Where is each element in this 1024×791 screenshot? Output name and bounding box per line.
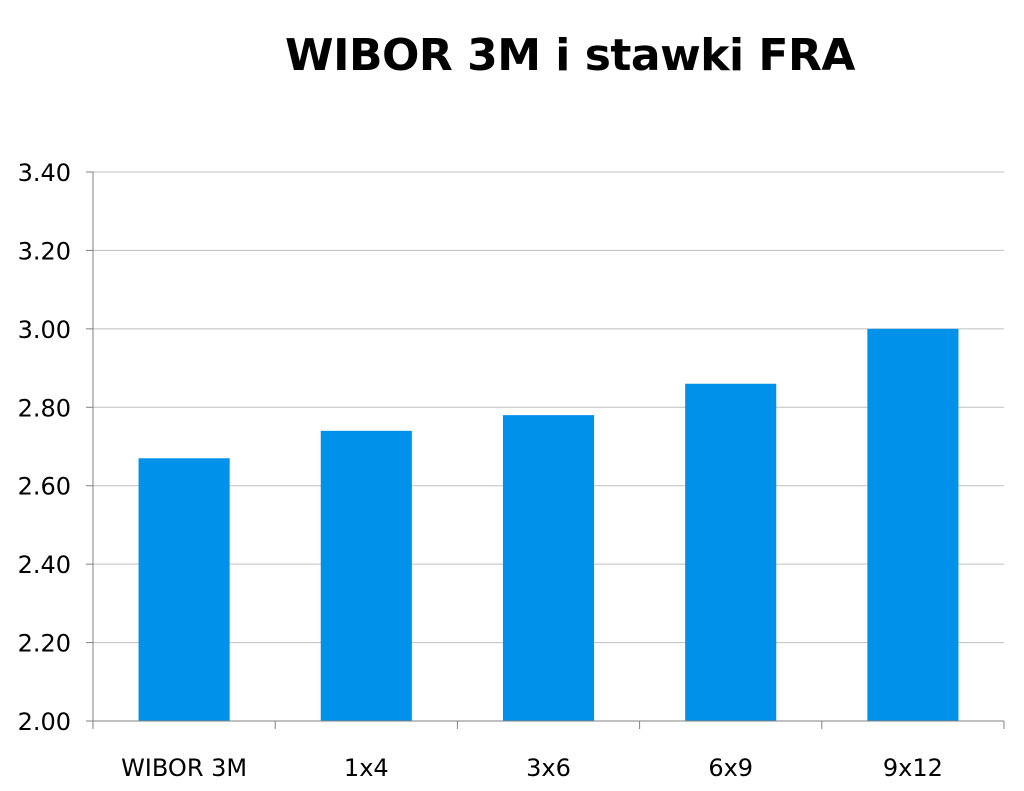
bars (138, 328, 959, 721)
x-axis-category-labels: WIBOR 3M 1x4 3x6 6x9 9x12 (121, 754, 943, 782)
x-category-label: 1x4 (344, 754, 389, 782)
y-tick-label: 2.60 (18, 473, 71, 501)
y-tick-label: 2.80 (18, 394, 71, 422)
y-tick-label: 3.00 (18, 316, 71, 344)
y-axis-tick-labels: 2.00 2.20 2.40 2.60 2.80 3.00 3.20 3.40 (18, 159, 71, 736)
bar-9x12 (867, 328, 959, 721)
x-category-label: WIBOR 3M (121, 754, 247, 782)
y-tick-label: 2.20 (18, 630, 71, 658)
axes (86, 171, 1005, 729)
y-tick-label: 2.00 (18, 708, 71, 736)
y-tick-label: 2.40 (18, 551, 71, 579)
bar-3x6 (502, 415, 595, 721)
x-category-label: 6x9 (708, 754, 753, 782)
x-category-label: 3x6 (526, 754, 571, 782)
chart-title: WIBOR 3M i stawki FRA (285, 30, 855, 81)
x-category-label: 9x12 (883, 754, 943, 782)
bar-6x9 (685, 383, 777, 721)
bar-1x4 (320, 430, 412, 721)
bar-wibor-3m (138, 458, 230, 721)
y-tick-label: 3.20 (18, 237, 71, 265)
y-tick-label: 3.40 (18, 159, 71, 187)
